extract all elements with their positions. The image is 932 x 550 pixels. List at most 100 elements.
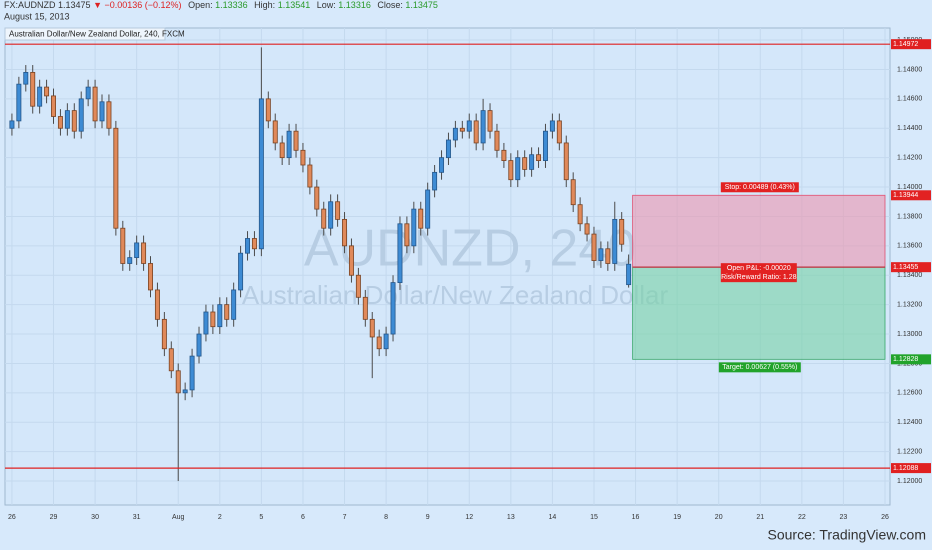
target-label: Target: 0.00627 (0.55%)	[722, 364, 797, 371]
low-value: 1.13316	[338, 0, 371, 10]
x-tick-label: 12	[465, 514, 473, 521]
candle-body	[286, 130, 292, 159]
last-price: 1.13475	[58, 0, 91, 10]
y-tick-label: 1.14000	[897, 184, 922, 191]
y-tick-label: 1.14800	[897, 66, 922, 73]
low-label: Low:	[317, 0, 336, 10]
candle-body	[563, 142, 569, 181]
open-value: 1.13336	[215, 0, 248, 10]
candle-body	[321, 208, 327, 229]
y-tick-label: 1.13200	[897, 301, 922, 308]
x-tick-label: Aug	[172, 514, 185, 521]
candle-body	[203, 311, 209, 335]
candle-body	[605, 248, 611, 264]
x-tick-label: 26	[8, 514, 16, 521]
candle-body	[99, 101, 105, 122]
candle-body	[120, 227, 126, 264]
header-date: August 15, 2013	[4, 11, 70, 21]
candle-body	[127, 257, 133, 264]
candle-body	[439, 157, 445, 173]
x-tick-label: 31	[133, 514, 141, 521]
candle-body	[328, 201, 334, 229]
candle-body	[494, 130, 500, 151]
candle-body	[466, 120, 472, 132]
high-label: High:	[254, 0, 275, 10]
x-tick-label: 22	[798, 514, 806, 521]
candle-body	[9, 120, 15, 129]
candle-body	[459, 127, 465, 132]
x-tick-label: 8	[384, 514, 388, 521]
price-tag-bg	[891, 262, 931, 273]
candle-body	[300, 149, 306, 166]
candle-body	[175, 370, 181, 394]
y-tick-label: 1.14600	[897, 96, 922, 103]
label-bg	[720, 263, 797, 283]
candle-body	[189, 355, 195, 391]
y-tick-label: 1.13400	[897, 272, 922, 279]
x-tick-label: 29	[50, 514, 58, 521]
change: ▼ −0.00136 (−0.12%)	[93, 0, 181, 10]
y-tick-label: 1.14400	[897, 125, 922, 132]
candle-body	[23, 71, 29, 85]
candle-body	[307, 164, 313, 188]
candle-body	[501, 149, 507, 161]
x-tick-label: 5	[259, 514, 263, 521]
price-tag: 1.14972	[893, 41, 918, 48]
legend-box	[4, 27, 166, 41]
candle-body	[279, 142, 285, 159]
candle-body	[265, 98, 271, 122]
candle-body	[473, 120, 479, 144]
candle-body	[369, 318, 375, 338]
candle-body	[168, 348, 174, 372]
header-line: FX:AUDNZD 1.13475 ▼ −0.00136 (−0.12%) Op…	[4, 0, 438, 10]
candle-body	[258, 98, 264, 250]
candle-body	[210, 311, 216, 328]
candle-body	[154, 289, 160, 320]
source: Source: TradingView.com	[768, 527, 927, 543]
x-tick-label: 30	[91, 514, 99, 521]
candle-body	[397, 223, 403, 283]
candle-body	[570, 179, 576, 206]
candle-body	[383, 333, 389, 350]
candle-body	[51, 95, 56, 117]
candle-body	[148, 263, 153, 291]
x-tick-label: 6	[301, 514, 305, 521]
candle-body	[335, 201, 341, 220]
x-tick-label: 19	[673, 514, 681, 521]
candle-body	[612, 218, 618, 264]
candle-body	[626, 263, 632, 286]
target-zone	[632, 266, 886, 360]
high-value: 1.13541	[278, 0, 311, 10]
candle-body	[141, 242, 147, 264]
stop-label: Stop: 0.00489 (0.43%)	[725, 184, 795, 191]
legend: Australian Dollar/New Zealand Dollar, 24…	[9, 30, 185, 39]
y-tick-label: 1.14200	[897, 154, 922, 161]
price-tag: 1.12828	[893, 356, 918, 363]
candle-body	[44, 86, 50, 97]
x-tick-label: 13	[507, 514, 515, 521]
candle-body	[432, 171, 438, 191]
candle-body	[487, 110, 493, 132]
x-tick-label: 20	[715, 514, 723, 521]
candle-body	[577, 204, 583, 225]
candle-body	[64, 110, 70, 129]
candle-body	[619, 218, 625, 245]
candle-body	[348, 245, 354, 276]
candle-body	[598, 248, 604, 261]
candle-body	[16, 83, 22, 122]
close-label: Close:	[377, 0, 403, 10]
candle-body	[217, 304, 223, 328]
open-label: Open:	[188, 0, 213, 10]
candle-body	[480, 110, 486, 144]
x-tick-label: 14	[549, 514, 557, 521]
close-value: 1.13475	[405, 0, 438, 10]
candle-body	[78, 98, 84, 132]
candle-body	[342, 218, 348, 247]
x-tick-label: 15	[590, 514, 598, 521]
candle-body	[161, 318, 167, 350]
candle-body	[536, 154, 542, 161]
x-tick-label: 21	[756, 514, 764, 521]
candle-body	[425, 189, 431, 229]
candle-body	[85, 86, 91, 100]
